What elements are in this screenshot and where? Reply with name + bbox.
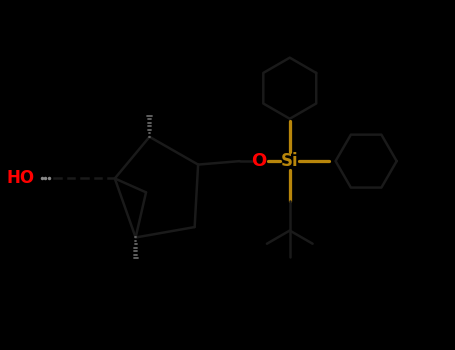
Text: Si: Si [281,152,298,170]
Text: O: O [252,152,267,170]
Text: HO: HO [7,169,35,188]
